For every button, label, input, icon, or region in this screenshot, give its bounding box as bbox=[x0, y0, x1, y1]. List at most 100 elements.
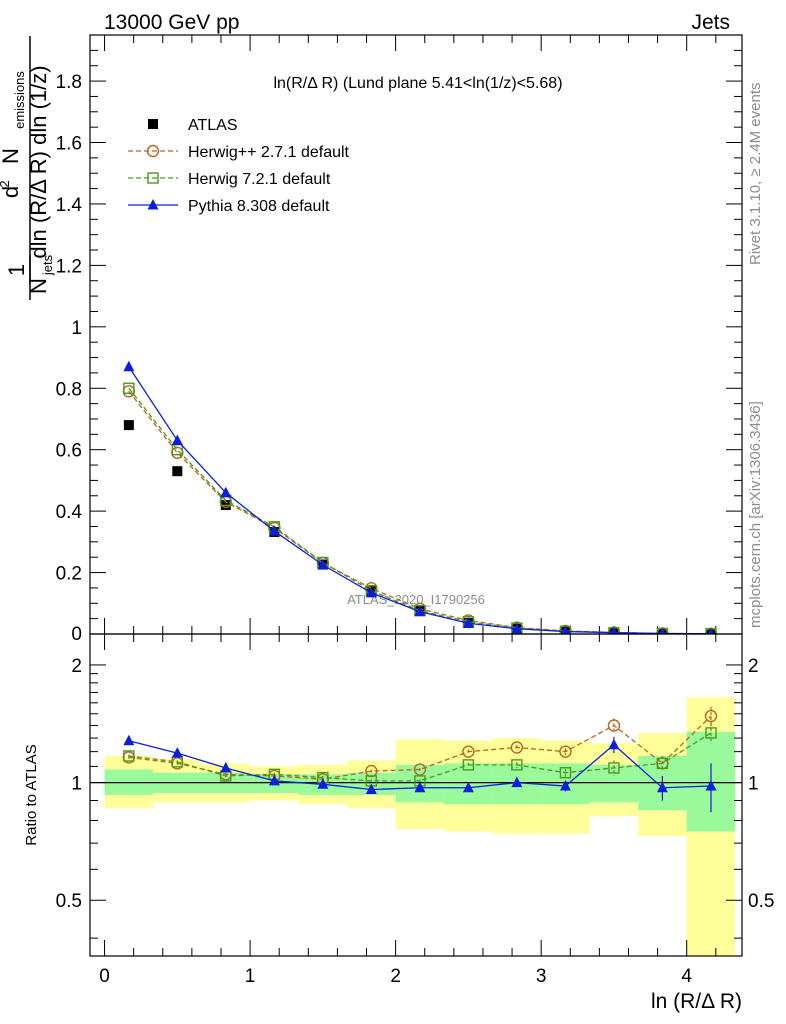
x-tick-label: 4 bbox=[681, 966, 692, 987]
ratio-data-point bbox=[462, 781, 474, 793]
legend-marker bbox=[146, 144, 160, 158]
ratio-data-point bbox=[511, 776, 523, 788]
legend-label: Pythia 8.308 default bbox=[188, 198, 330, 215]
main-data-point bbox=[414, 605, 426, 617]
ratio-data-point bbox=[705, 727, 717, 739]
ratio-data-point bbox=[413, 763, 427, 776]
ratio-frame bbox=[89, 633, 743, 957]
ratio-y-tick-label-right: 2 bbox=[748, 656, 759, 677]
main-data-point bbox=[171, 446, 184, 459]
main-data-point bbox=[123, 420, 134, 431]
x-tick-label: 0 bbox=[99, 966, 110, 987]
legend-label: ATLAS bbox=[188, 117, 238, 134]
ratio-data-point bbox=[656, 781, 668, 793]
ratio-data-point bbox=[705, 780, 717, 791]
watermark-label: ATLAS_2020_I1790256 bbox=[347, 592, 485, 607]
legend: ATLAS Herwig++ 2.7.1 default Herwig 7.2.1 … bbox=[128, 117, 350, 215]
ratio-panel: 0.5 0.5 1 1 2 2 0 1 2 3 4 bbox=[56, 633, 774, 987]
main-data-point bbox=[317, 558, 329, 570]
ratio-data-point bbox=[559, 767, 572, 779]
main-data-point bbox=[172, 466, 183, 477]
main-y-zero-label: 0 bbox=[71, 624, 82, 645]
ratio-data-point bbox=[414, 781, 426, 793]
legend-item: Pythia 8.308 default bbox=[128, 198, 330, 215]
y-title-n2: N bbox=[0, 148, 23, 164]
ratio-data-point bbox=[123, 734, 135, 746]
main-y-tick-label: 1.4 bbox=[56, 195, 83, 216]
y-title-jets: jets bbox=[40, 254, 55, 276]
main-data-point bbox=[659, 627, 666, 634]
ratio-y-tick-label-right: 0.5 bbox=[748, 891, 774, 912]
y-title-one: 1 bbox=[4, 264, 29, 276]
main-data-point bbox=[171, 434, 183, 445]
ratio-y-tick-label: 2 bbox=[71, 656, 82, 677]
ratio-data-point bbox=[462, 745, 475, 758]
rivet-version-label: Rivet 3.1.10, ≥ 2.4M events bbox=[747, 83, 764, 266]
observable-label: Jets bbox=[691, 11, 730, 34]
y-title-exponent: 2 bbox=[0, 180, 12, 187]
main-y-tick-label: 0.4 bbox=[56, 502, 83, 523]
main-y-tick-label: 1.6 bbox=[56, 134, 82, 155]
y-title-denominator: dln (R/Δ R) dln (1/z) bbox=[26, 65, 51, 258]
ratio-data-point bbox=[268, 774, 280, 786]
plot-title: ln(R/Δ R) (Lund plane 5.41<ln(1/z)<5.68) bbox=[273, 75, 562, 92]
ratio-data-point bbox=[510, 741, 524, 754]
process-label: 13000 GeV pp bbox=[104, 11, 239, 34]
main-data-point bbox=[462, 617, 474, 628]
ratio-data-point bbox=[317, 778, 329, 789]
legend-item: Herwig 7.2.1 default bbox=[128, 171, 331, 188]
ratio-data-point bbox=[607, 719, 621, 732]
ratio-data-point bbox=[559, 780, 571, 791]
source-url-label: mcplots.cern.ch [arXiv:1306.3436] bbox=[747, 401, 764, 628]
ratio-data-point bbox=[365, 783, 377, 795]
legend-label: Herwig++ 2.7.1 default bbox=[188, 144, 350, 161]
legend-label: Herwig 7.2.1 default bbox=[188, 171, 331, 188]
main-y-tick-label: 1.2 bbox=[56, 256, 82, 277]
ratio-data-point bbox=[511, 759, 523, 771]
main-data-point bbox=[365, 586, 377, 598]
ratio-y-axis-title: Ratio to ATLAS bbox=[23, 744, 40, 845]
x-tick-label: 2 bbox=[390, 966, 401, 987]
uncertainty-bands bbox=[104, 697, 736, 956]
ratio-series-2 bbox=[123, 734, 717, 813]
main-y-tick-label: 1 bbox=[71, 318, 82, 339]
y-title-emissions: emissions bbox=[12, 71, 27, 129]
ratio-data-point bbox=[365, 764, 378, 778]
y-title-d: d bbox=[0, 186, 23, 198]
legend-item: ATLAS bbox=[148, 117, 238, 134]
main-y-tick-label: 0.8 bbox=[56, 379, 82, 400]
ratio-y-tick-label-right: 1 bbox=[748, 774, 759, 795]
legend-item: Herwig++ 2.7.1 default bbox=[128, 144, 350, 161]
ratio-data-point bbox=[608, 738, 620, 750]
main-data-point bbox=[123, 382, 135, 394]
ratio-data-point bbox=[559, 745, 572, 758]
main-y-tick-label: 0.2 bbox=[56, 564, 82, 585]
x-tick-label: 1 bbox=[245, 966, 256, 987]
main-data-point bbox=[561, 625, 570, 634]
ratio-data-point bbox=[608, 762, 620, 774]
main-y-tick-label: 0.6 bbox=[56, 441, 82, 462]
main-data-point bbox=[610, 626, 618, 634]
ratio-data-point bbox=[123, 750, 135, 762]
y-title-n: N bbox=[26, 278, 51, 294]
x-axis-title: ln (R/Δ R) bbox=[651, 990, 742, 1013]
ratio-data-point bbox=[656, 757, 669, 770]
ratio-data-point bbox=[462, 759, 475, 771]
x-tick-label: 3 bbox=[536, 966, 547, 987]
ratio-data-point bbox=[171, 747, 183, 758]
main-data-point bbox=[123, 360, 135, 372]
main-data-point bbox=[220, 486, 232, 498]
ratio-y-tick-label: 0.5 bbox=[56, 891, 82, 912]
main-panel: ATLAS_2020_I1790256 ln(R/Δ R) (Lund plane… bbox=[56, 34, 743, 645]
main-y-tick-label: 1.8 bbox=[56, 72, 82, 93]
legend-marker bbox=[147, 172, 159, 184]
ratio-data-point bbox=[220, 761, 232, 773]
ratio-y-tick-label: 1 bbox=[71, 774, 82, 795]
main-data-point bbox=[707, 627, 715, 634]
ratio-data-point bbox=[704, 709, 718, 723]
legend-marker bbox=[148, 119, 158, 129]
main-series-3 bbox=[123, 360, 715, 634]
legend-marker bbox=[147, 199, 159, 210]
